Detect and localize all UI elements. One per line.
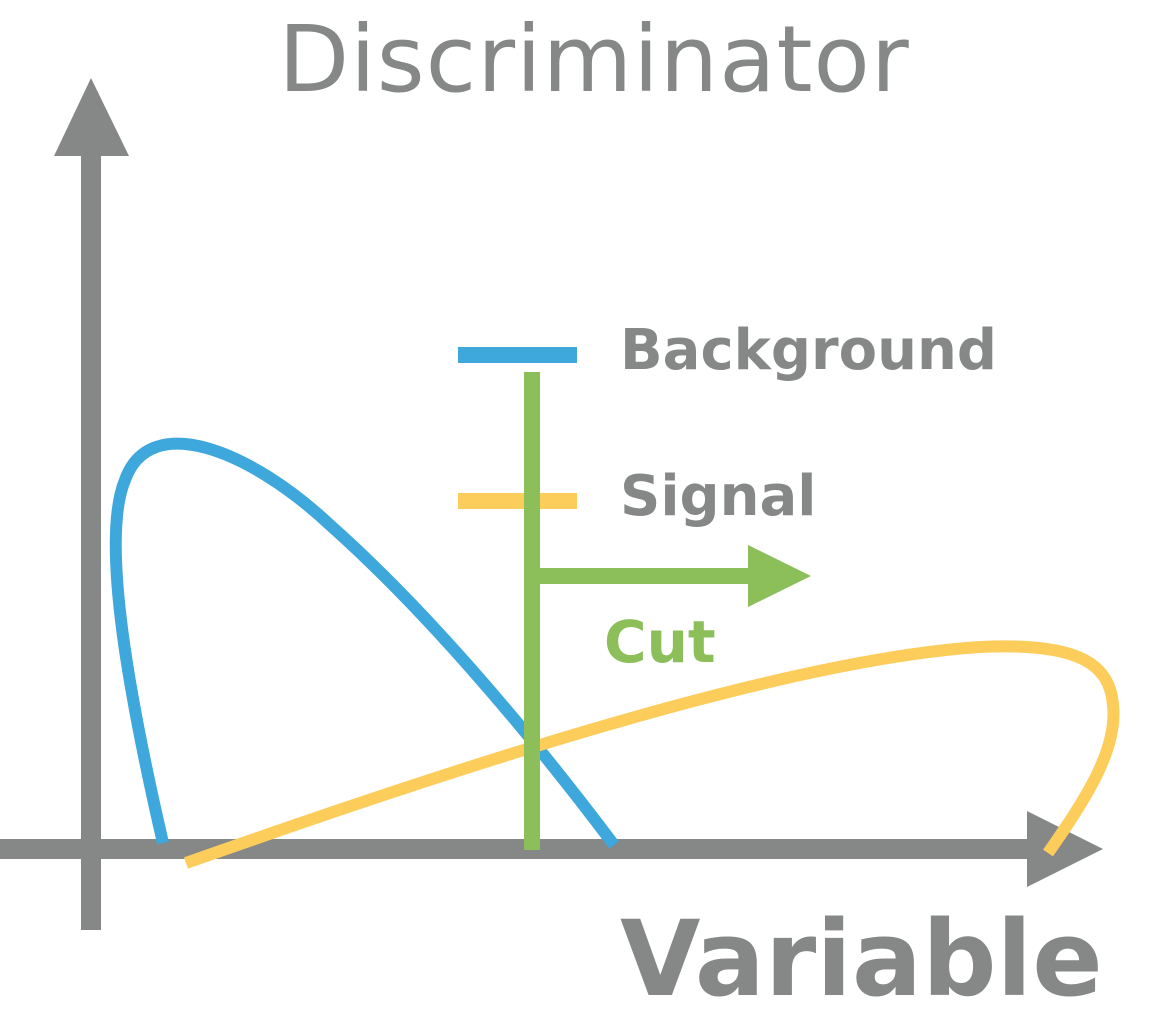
cut-arrowhead	[748, 545, 811, 607]
axes	[0, 78, 1103, 930]
cut-marker	[524, 372, 811, 850]
x-axis-arrowhead	[1027, 811, 1103, 887]
background-curve	[109, 437, 619, 849]
legend-label-signal: Signal	[620, 464, 817, 529]
y-axis-arrowhead	[54, 78, 129, 156]
legend-label-background: Background	[620, 318, 997, 383]
x-axis-label: Variable	[620, 898, 1103, 1020]
diagram-title: Discriminator	[278, 6, 910, 113]
cut-label: Cut	[604, 608, 716, 676]
signal-curve	[184, 640, 1120, 869]
